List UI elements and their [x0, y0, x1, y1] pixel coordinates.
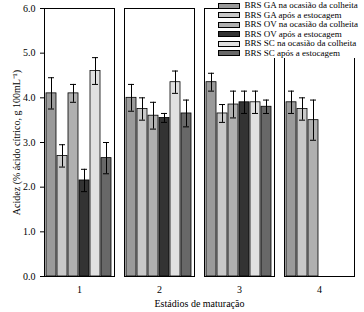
html-text:BRS OV após a estocagem: BRS OV após a estocagem: [244, 28, 342, 39]
svg-text:4: 4: [317, 284, 322, 295]
svg-text:Estádios de maturação: Estádios de maturação: [155, 298, 245, 309]
svg-text:0.0: 0.0: [23, 271, 36, 282]
html-text:BRS SC após a estocagem: BRS SC após a estocagem: [244, 47, 340, 58]
svg-text:2.0: 2.0: [23, 181, 36, 192]
svg-text:1: 1: [77, 284, 82, 295]
svg-text:4.0: 4.0: [23, 92, 36, 103]
html-text:BRS OV na ocasião da colheita: BRS OV na ocasião da colheita: [244, 19, 358, 29]
svg-text:5.0: 5.0: [23, 47, 36, 58]
svg-text:2: 2: [157, 284, 162, 295]
html-text:BRS GA na ocasião da colheita: BRS GA na ocasião da colheita: [244, 0, 358, 10]
svg-text:3: 3: [237, 284, 242, 295]
svg-text:Acidez (% ácido cítrico, g 100: Acidez (% ácido cítrico, g 100mL⁻¹): [11, 70, 23, 215]
svg-text:3.0: 3.0: [23, 137, 36, 148]
svg-text:6.0: 6.0: [23, 3, 36, 14]
svg-text:1.0: 1.0: [23, 226, 36, 237]
html-text:BRS SC na ocasião da colheita: BRS SC na ocasião da colheita: [244, 38, 357, 48]
html-text:BRS GA após a estocagem: BRS GA após a estocagem: [244, 9, 342, 20]
